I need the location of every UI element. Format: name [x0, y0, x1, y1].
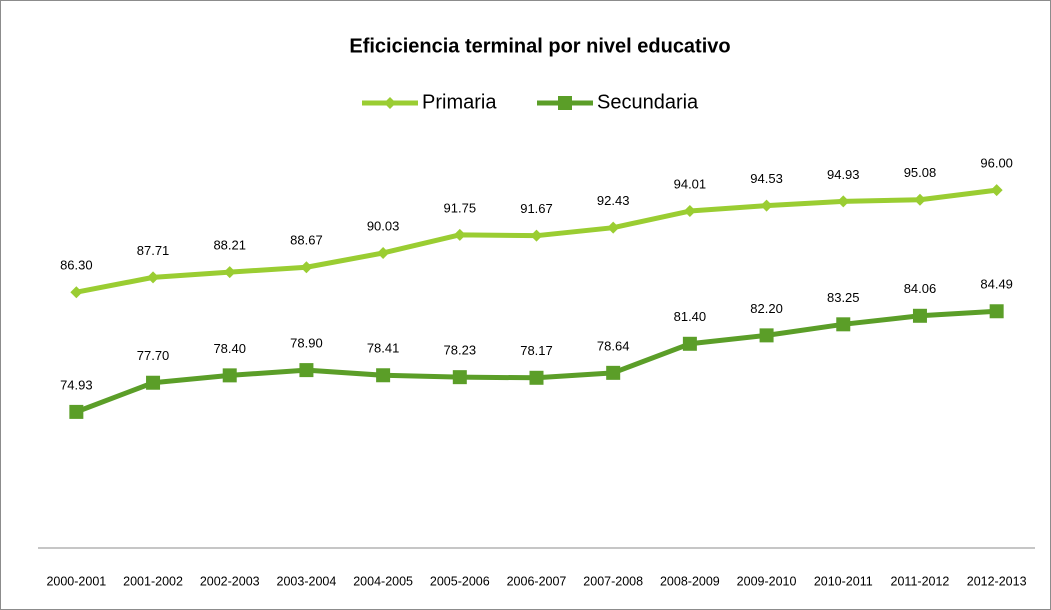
data-label: 90.03 [367, 218, 400, 233]
legend-label: Secundaria [597, 91, 699, 113]
data-label: 94.53 [750, 171, 783, 186]
marker [759, 328, 774, 343]
marker [530, 229, 543, 242]
marker [147, 271, 160, 284]
data-label: 94.01 [674, 176, 707, 191]
data-label: 86.30 [60, 258, 93, 273]
data-label: 78.90 [290, 336, 323, 351]
marker [607, 221, 620, 234]
marker [912, 308, 927, 323]
data-label: 87.71 [137, 243, 170, 258]
data-label: 78.23 [444, 343, 477, 358]
marker [453, 228, 466, 241]
data-label: 91.75 [444, 200, 477, 215]
data-label: 82.20 [750, 301, 783, 316]
marker [606, 365, 621, 380]
marker [836, 317, 851, 332]
data-label: 95.08 [904, 165, 937, 180]
x-tick-label: 2009-2010 [737, 574, 797, 588]
x-tick-label: 2000-2001 [46, 574, 106, 588]
marker [384, 97, 396, 109]
data-label: 77.70 [137, 348, 170, 363]
data-label: 88.67 [290, 233, 323, 248]
data-label: 78.64 [597, 338, 630, 353]
marker [683, 205, 696, 218]
x-tick-label: 2005-2006 [430, 574, 490, 588]
data-label: 94.93 [827, 167, 860, 182]
marker [558, 96, 572, 110]
x-tick-label: 2006-2007 [507, 574, 567, 588]
x-tick-label: 2004-2005 [353, 574, 413, 588]
marker [990, 184, 1003, 197]
marker [70, 286, 83, 299]
marker [223, 266, 236, 279]
marker [299, 363, 314, 378]
x-tick-label: 2010-2011 [814, 574, 873, 588]
marker [69, 404, 84, 419]
marker [837, 195, 850, 208]
x-tick-label: 2011-2012 [891, 574, 950, 588]
x-tick-label: 2012-2013 [967, 574, 1027, 588]
x-tick-label: 2001-2002 [123, 574, 183, 588]
data-label: 78.17 [520, 343, 553, 358]
marker [913, 193, 926, 206]
marker [377, 246, 390, 259]
marker [529, 370, 544, 385]
data-label: 91.67 [520, 201, 553, 216]
x-tick-label: 2002-2003 [200, 574, 260, 588]
data-label: 78.41 [367, 341, 400, 356]
marker [989, 304, 1004, 319]
x-tick-label: 2003-2004 [277, 574, 337, 588]
data-label: 83.25 [827, 290, 860, 305]
data-label: 96.00 [980, 156, 1013, 171]
marker [146, 375, 161, 390]
data-label: 88.21 [213, 238, 246, 253]
data-label: 84.06 [904, 281, 937, 296]
x-tick-label: 2007-2008 [583, 574, 643, 588]
marker [376, 368, 391, 383]
data-label: 74.93 [60, 377, 93, 392]
data-label: 78.40 [213, 341, 246, 356]
data-label: 84.49 [980, 277, 1013, 292]
x-tick-label: 2008-2009 [660, 574, 720, 588]
marker [222, 368, 237, 383]
marker [682, 336, 697, 351]
data-label: 81.40 [674, 309, 707, 324]
marker [760, 199, 773, 212]
legend-label: Primaria [422, 91, 497, 113]
marker [300, 261, 313, 274]
marker [452, 370, 467, 385]
data-label: 92.43 [597, 193, 630, 208]
chart-title: Eficiciencia terminal por nivel educativ… [349, 35, 730, 57]
